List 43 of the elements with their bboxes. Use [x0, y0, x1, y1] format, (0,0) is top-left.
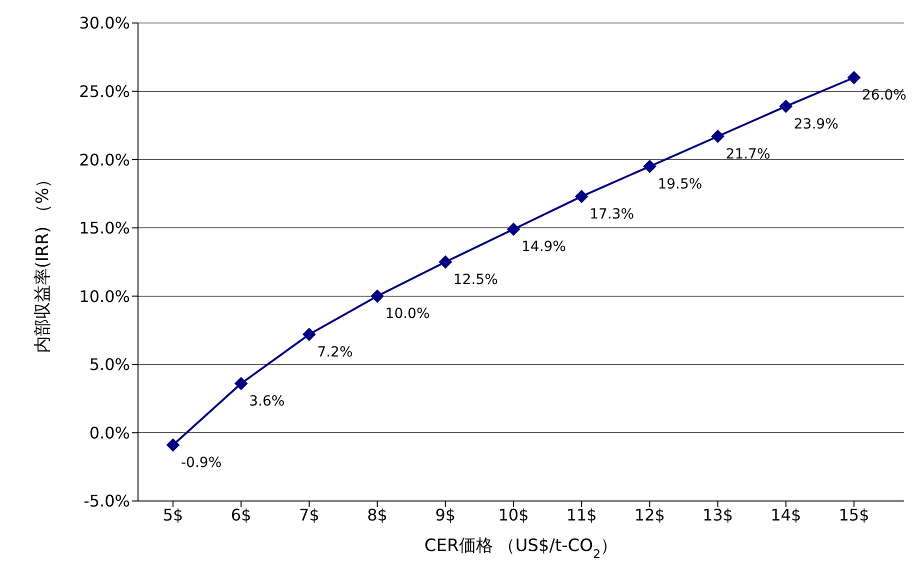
point: [711, 130, 724, 143]
data-label: 3.6%: [249, 394, 285, 410]
x-tick-label: 5$: [162, 505, 184, 524]
data-label: 7.2%: [317, 344, 353, 360]
data-label: 12.5%: [453, 272, 498, 288]
y-tick-label: 25.0%: [79, 82, 130, 101]
point: [302, 328, 316, 341]
x-tick-label: 9$: [435, 505, 456, 524]
data-label: 19.5%: [658, 176, 702, 192]
data-label: 10.0%: [385, 306, 430, 322]
point: [575, 190, 588, 203]
data-label: 17.3%: [590, 206, 634, 222]
point: [370, 290, 384, 303]
y-tick-label: 20.0%: [79, 150, 130, 170]
point: [166, 438, 180, 452]
point: [848, 71, 860, 84]
x-tick-label: 14$: [770, 505, 802, 524]
data-label: 21.7%: [726, 146, 770, 162]
y-axis-title: 内部収益率(IRR) （%）: [33, 170, 53, 354]
x-tick-label: 8$: [367, 505, 388, 524]
y-tick-label: 30.0%: [79, 14, 130, 33]
x-tick-label: 13$: [702, 505, 734, 524]
data-label: 26.0%: [862, 88, 906, 104]
y-tick-label: 5.0%: [89, 355, 130, 374]
x-tick-label: 10$: [498, 505, 529, 524]
point: [234, 377, 248, 390]
x-tick-label: 6$: [230, 505, 252, 524]
y-tick-label: 15.0%: [79, 218, 130, 238]
x-tick-label: 11$: [566, 505, 597, 524]
point: [779, 100, 792, 113]
point: [438, 256, 452, 268]
point: [507, 222, 520, 236]
data-label: -0.9%: [181, 455, 222, 472]
y-tick-label: 0.0%: [89, 423, 130, 442]
x-tick-label: 15$: [838, 505, 870, 524]
x-axis-title: CER価格 （US$/t-CO$_{2}$）: [424, 536, 618, 561]
y-tick-label: -5.0%: [84, 492, 130, 511]
y-tick-label: 10.0%: [79, 286, 130, 306]
data-label: 14.9%: [522, 239, 566, 256]
x-tick-label: 7$: [299, 505, 320, 524]
point: [643, 160, 656, 173]
data-label: 23.9%: [794, 116, 838, 132]
x-tick-label: 12$: [634, 505, 665, 524]
